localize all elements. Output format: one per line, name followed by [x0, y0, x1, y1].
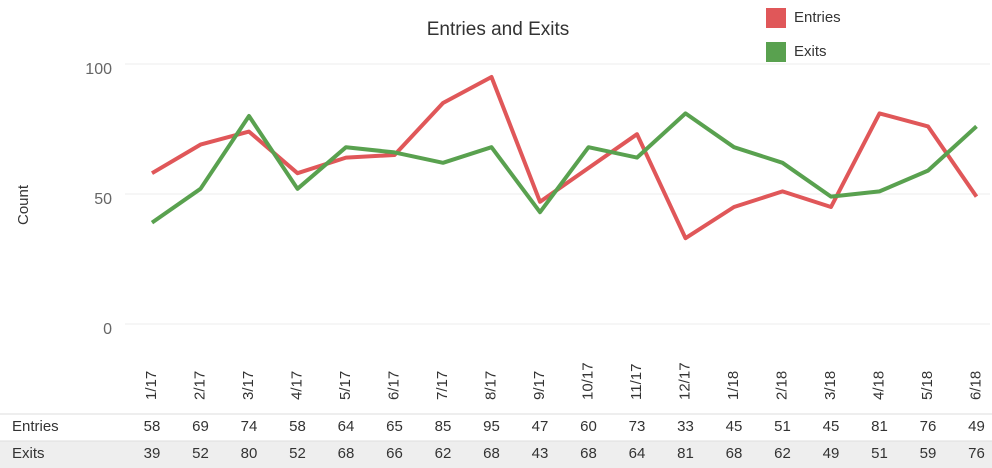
- y-tick-label: 100: [85, 61, 112, 78]
- series-line: [150, 75, 979, 241]
- x-tick-label: 5/17: [337, 371, 354, 400]
- legend-label: Exits: [794, 43, 827, 60]
- legend-label: Entries: [794, 9, 841, 26]
- x-tick-label: 10/17: [579, 362, 596, 400]
- table-cell: 74: [241, 418, 258, 435]
- x-tick-label: 7/17: [434, 371, 451, 400]
- table-row-label: Exits: [12, 445, 45, 462]
- table-cell: 33: [677, 418, 694, 435]
- x-tick-label: 6/18: [967, 371, 984, 400]
- x-tick-label: 3/18: [822, 371, 839, 400]
- table-cell: 65: [386, 418, 403, 435]
- series-line: [150, 111, 978, 225]
- table-cell: 64: [338, 418, 355, 435]
- table-cell: 43: [532, 445, 549, 462]
- table-cell: 47: [532, 418, 549, 435]
- table-cell: 49: [823, 445, 840, 462]
- table-cell: 58: [144, 418, 161, 435]
- table-cell: 45: [726, 418, 743, 435]
- table-cell: 68: [338, 445, 355, 462]
- x-tick-label: 3/17: [240, 371, 257, 400]
- x-tick-label: 1/17: [143, 371, 160, 400]
- table-cell: 39: [144, 445, 161, 462]
- table-cell: 45: [823, 418, 840, 435]
- x-tick-label: 8/17: [482, 371, 499, 400]
- table-cell: 64: [629, 445, 646, 462]
- table-cell: 85: [435, 418, 452, 435]
- table-cell: 69: [192, 418, 209, 435]
- table-cell: 68: [483, 445, 500, 462]
- x-tick-label: 1/18: [725, 371, 742, 400]
- x-tick-label: 11/17: [628, 364, 645, 400]
- x-tick-label: 9/17: [531, 371, 548, 400]
- table-cell: 68: [580, 445, 597, 462]
- table-cell: 81: [871, 418, 888, 435]
- table-cell: 81: [677, 445, 694, 462]
- x-tick-label: 12/17: [676, 362, 693, 400]
- table-cell: 68: [726, 445, 743, 462]
- table-cell: 60: [580, 418, 597, 435]
- table-cell: 51: [871, 445, 888, 462]
- x-tick-label: 2/17: [191, 371, 208, 400]
- legend-swatch: [766, 8, 786, 28]
- table-cell: 52: [192, 445, 209, 462]
- table-cell: 52: [289, 445, 306, 462]
- y-tick-label: 0: [103, 321, 112, 338]
- table-cell: 66: [386, 445, 403, 462]
- table-cell: 80: [241, 445, 258, 462]
- table-cell: 49: [968, 418, 985, 435]
- y-tick-label: 50: [94, 191, 112, 208]
- x-tick-label: 4/18: [870, 371, 887, 400]
- chart-title: Entries and Exits: [427, 19, 570, 40]
- table-cell: 62: [435, 445, 452, 462]
- x-tick-label: 6/17: [385, 371, 402, 400]
- x-tick-label: 2/18: [773, 371, 790, 400]
- y-axis-label: Count: [15, 184, 32, 225]
- table-row-label: Entries: [12, 418, 59, 435]
- table-cell: 58: [289, 418, 306, 435]
- table-cell: 73: [629, 418, 646, 435]
- table-cell: 76: [920, 418, 937, 435]
- table-cell: 51: [774, 418, 791, 435]
- table-cell: 59: [920, 445, 937, 462]
- table-cell: 76: [968, 445, 985, 462]
- table-cell: 95: [483, 418, 500, 435]
- table-cell: 62: [774, 445, 791, 462]
- legend-swatch: [766, 42, 786, 62]
- x-tick-label: 5/18: [919, 371, 936, 400]
- x-tick-label: 4/17: [288, 371, 305, 400]
- table-row-bg: [0, 441, 992, 468]
